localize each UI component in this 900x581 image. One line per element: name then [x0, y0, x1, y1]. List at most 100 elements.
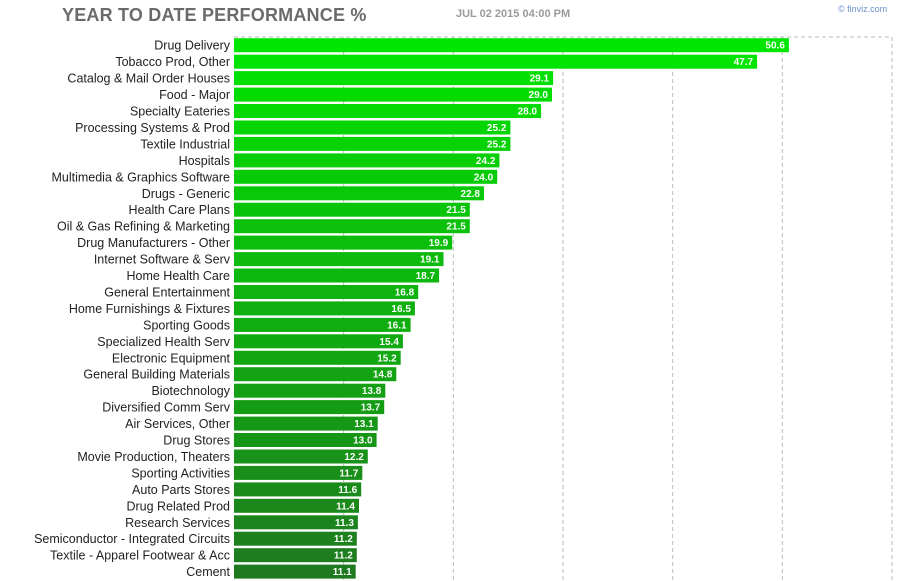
bar-value-label: 21.5 — [446, 205, 466, 216]
category-label: Movie Production, Theaters — [77, 450, 230, 464]
category-label: Food - Major — [159, 88, 230, 102]
category-label: Sporting Goods — [143, 318, 230, 332]
category-label: Catalog & Mail Order Houses — [67, 72, 230, 86]
category-label: Auto Parts Stores — [132, 483, 230, 497]
bar[interactable] — [234, 350, 401, 365]
bar[interactable] — [234, 531, 357, 546]
bar-value-label: 24.2 — [476, 156, 496, 167]
bar[interactable] — [234, 136, 511, 151]
bar-value-label: 28.0 — [518, 107, 538, 118]
chart-title: YEAR TO DATE PERFORMANCE % — [62, 5, 367, 25]
bar-value-label: 16.1 — [387, 320, 407, 331]
bar[interactable] — [234, 38, 789, 53]
bar[interactable] — [234, 54, 758, 69]
bar-value-label: 50.6 — [765, 41, 785, 52]
bar-value-label: 15.4 — [379, 337, 399, 348]
bar-value-label: 22.8 — [461, 189, 481, 200]
category-label: General Entertainment — [104, 286, 230, 300]
bar-value-label: 11.1 — [333, 567, 352, 578]
bar-value-label: 16.5 — [391, 304, 411, 315]
bar[interactable] — [234, 235, 453, 250]
bar-value-label: 12.2 — [344, 452, 364, 463]
bar[interactable] — [234, 87, 552, 102]
category-label: Hospitals — [179, 154, 230, 168]
category-label: Internet Software & Serv — [94, 253, 231, 267]
bar-value-label: 13.1 — [354, 419, 374, 430]
category-label: Drug Related Prod — [126, 499, 230, 513]
bar[interactable] — [234, 334, 403, 349]
category-label: Drug Stores — [163, 434, 230, 448]
category-label: Research Services — [125, 516, 230, 530]
category-label: Home Furnishings & Fixtures — [69, 302, 230, 316]
category-label: Semiconductor - Integrated Circuits — [34, 532, 230, 546]
bar-value-label: 11.2 — [334, 551, 353, 562]
bar[interactable] — [234, 252, 444, 267]
bar-value-label: 18.7 — [416, 271, 436, 282]
category-label: Textile - Apparel Footwear & Acc — [50, 549, 230, 563]
bar[interactable] — [234, 301, 415, 316]
bar[interactable] — [234, 498, 359, 513]
bar[interactable] — [234, 120, 511, 135]
bar-value-label: 11.6 — [338, 485, 357, 496]
bar[interactable] — [234, 153, 500, 168]
category-label: Textile Industrial — [140, 137, 230, 151]
category-label: Specialized Health Serv — [97, 335, 230, 349]
category-label: Home Health Care — [126, 269, 230, 283]
bar-value-label: 19.9 — [429, 238, 449, 249]
bar-value-label: 13.7 — [361, 403, 381, 414]
category-label: General Building Materials — [83, 368, 230, 382]
bar-value-label: 25.2 — [487, 123, 507, 134]
chart-bars: 50.6 47.7 29.1 29.0 28.0 25.2 25.2 24.2 24.0 22.8… — [234, 38, 789, 579]
category-label: Specialty Eateries — [130, 105, 230, 119]
category-label: Air Services, Other — [125, 417, 230, 431]
bar-value-label: 19.1 — [420, 255, 440, 266]
chart-grid — [234, 36, 893, 581]
bar[interactable] — [234, 285, 419, 299]
bar[interactable] — [234, 71, 554, 86]
bar-value-label: 29.1 — [530, 74, 550, 85]
bar[interactable] — [234, 564, 356, 579]
bar[interactable] — [234, 416, 378, 431]
bar-value-label: 13.8 — [362, 386, 382, 397]
bar-value-label: 16.8 — [395, 288, 415, 299]
bar-value-label: 21.5 — [446, 222, 466, 233]
bar[interactable] — [234, 548, 357, 563]
bar[interactable] — [234, 202, 470, 217]
bar[interactable] — [234, 367, 397, 382]
category-label: Electronic Equipment — [112, 351, 231, 365]
bar[interactable] — [234, 515, 358, 530]
category-label: Tobacco Prod, Other — [115, 55, 230, 69]
bar[interactable] — [234, 169, 498, 184]
category-label: Diversified Comm Serv — [102, 401, 231, 415]
bar-value-label: 11.7 — [339, 468, 358, 479]
bar-value-label: 24.0 — [474, 172, 494, 183]
bar-value-label: 11.2 — [334, 534, 353, 545]
chart-timestamp: JUL 02 2015 04:00 PM — [456, 8, 571, 20]
bar[interactable] — [234, 433, 377, 447]
bar[interactable] — [234, 449, 368, 464]
bar[interactable] — [234, 400, 385, 415]
bar[interactable] — [234, 383, 386, 398]
bar-value-label: 47.7 — [734, 57, 754, 68]
category-label: Oil & Gas Refining & Marketing — [57, 220, 230, 234]
category-label: Processing Systems & Prod — [75, 121, 230, 135]
bar[interactable] — [234, 482, 362, 497]
bar-value-label: 14.8 — [373, 370, 393, 381]
category-label: Drug Manufacturers - Other — [77, 236, 230, 250]
category-label: Drug Delivery — [154, 39, 230, 53]
category-label: Biotechnology — [151, 384, 230, 398]
category-label: Health Care Plans — [129, 203, 230, 217]
bar[interactable] — [234, 317, 411, 332]
bar[interactable] — [234, 186, 484, 201]
bar[interactable] — [234, 104, 542, 118]
chart-category-labels: Drug Delivery Tobacco Prod, Other Catalog … — [34, 39, 231, 579]
category-label: Sporting Activities — [131, 466, 230, 480]
source-credit-link[interactable]: © finviz.com — [838, 4, 888, 14]
bar[interactable] — [234, 465, 363, 480]
bar[interactable] — [234, 268, 440, 283]
bar-value-label: 11.4 — [336, 501, 355, 512]
bar[interactable] — [234, 219, 470, 234]
bar-value-label: 13.0 — [353, 436, 373, 447]
bar-value-label: 15.2 — [377, 353, 397, 364]
